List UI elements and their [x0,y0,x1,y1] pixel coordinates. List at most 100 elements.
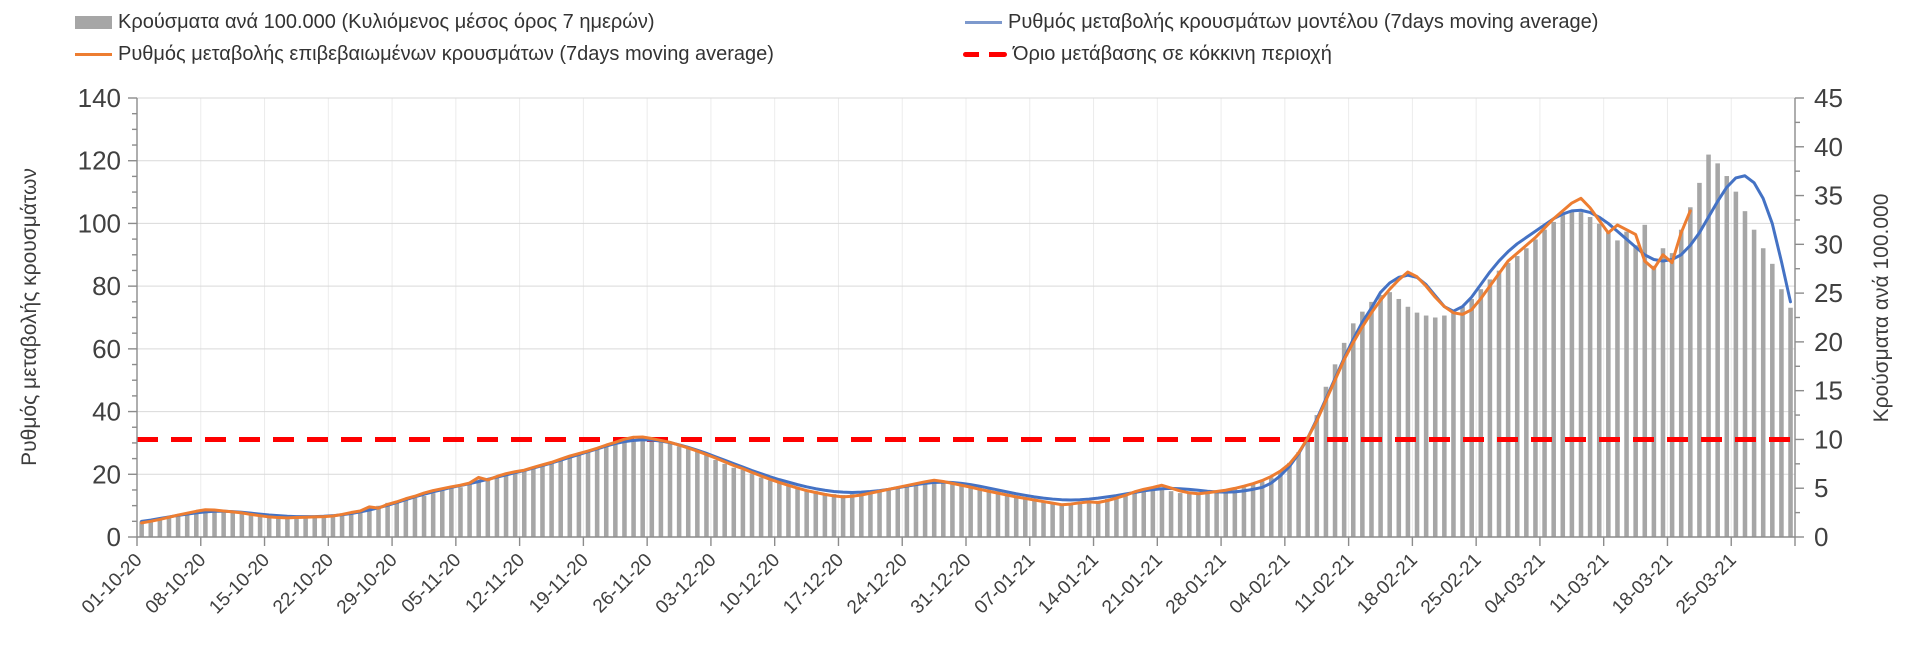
bars-swatch-icon [75,15,112,29]
bar [1505,262,1511,537]
bar [430,493,436,537]
bar [1232,489,1238,537]
threshold-swatch-icon [963,51,1007,57]
bar [1396,298,1402,537]
bar [1350,323,1356,537]
bar [1678,229,1684,537]
x-tick-label: 14-01-21 [1034,550,1103,619]
bar [348,513,354,537]
bar [239,512,245,537]
legend-label-confirmed: Ρυθμός μεταβολής επιβεβαιωμένων κρουσμάτ… [118,42,774,65]
bar [950,483,955,537]
bar [1378,295,1383,537]
bar [1132,492,1137,537]
bar [1004,494,1010,537]
svg-text:120: 120 [78,146,121,176]
bar [148,519,154,537]
bar [1524,248,1529,538]
x-tick-label: 12-11-20 [462,550,530,618]
bar [1059,503,1065,537]
bar [303,517,308,537]
legend-item-confirmed: Ρυθμός μεταβολής επιβεβαιωμένων κρουσμάτ… [75,42,774,66]
bar [403,499,409,537]
bar [285,517,290,537]
bar [622,442,627,537]
bar [1305,436,1310,537]
x-tick-label: 21-01-21 [1098,550,1167,619]
bar [840,495,846,537]
bar [1032,498,1037,537]
bar [685,447,691,537]
x-tick-label: 19-11-20 [525,550,593,618]
bar [476,481,481,537]
bar [740,469,746,537]
bar [1469,298,1474,537]
bar [722,463,727,537]
bar [230,510,236,537]
confirmed-line [140,196,1692,525]
bar [439,490,445,537]
bar [822,493,828,537]
bar [1651,265,1657,537]
axis-tick-labels: 0 20 40 60 80 100 120 140 0 5 10 15 20 25 30 35 40 45 01-1… [78,83,1843,618]
x-tick-label: 28-01-21 [1162,550,1231,619]
bar [175,514,181,537]
bar [221,510,226,537]
bar [1660,248,1666,538]
x-tick-label: 11-02-21 [1291,550,1359,618]
bar [1706,154,1711,537]
bar [695,451,700,537]
bars-series [139,154,1793,538]
legend-item-bars: Κρούσματα ανά 100.000 (Κυλιόμενος μέσος … [75,10,655,34]
x-tick-label: 18-03-21 [1608,550,1677,619]
bar [986,489,992,537]
bar [166,516,172,537]
bar [1615,240,1620,537]
bar [1196,494,1201,537]
bar [1587,217,1593,537]
x-tick-label: 29-10-20 [333,550,402,619]
x-tick-label: 24-12-20 [843,550,912,619]
bar [831,494,837,537]
svg-text:35: 35 [1814,181,1843,211]
x-tick-label: 04-02-21 [1226,550,1295,619]
bar [1159,489,1165,537]
bar [1760,248,1766,538]
gridlines [137,97,1795,537]
bar [977,487,983,537]
bar [777,482,782,537]
bar [859,493,864,537]
bar [731,467,737,537]
bar [257,514,263,537]
bar [1669,253,1675,538]
x-tick-label: 10-12-20 [716,550,785,619]
bar [203,510,208,537]
bar [995,491,1001,537]
bar [813,491,819,537]
x-tick-label: 03-12-20 [652,550,721,619]
bar [1642,224,1648,537]
bar [358,511,363,537]
x-tick-label: 05-11-20 [398,550,466,618]
bar [1086,501,1092,537]
bar [1296,452,1301,537]
bar [1451,312,1456,537]
x-tick-label: 22-10-20 [269,550,338,619]
bar [594,449,600,537]
bar [549,462,554,537]
bar [1405,306,1411,537]
bar [567,457,573,537]
svg-text:20: 20 [92,459,121,489]
bar [1360,311,1365,537]
bar [1514,256,1520,537]
bar [1268,477,1274,537]
bar [667,443,673,537]
bar [1323,386,1329,537]
bar [1496,270,1502,537]
bar [1387,292,1392,537]
bar [1123,495,1128,537]
bar [1114,497,1119,537]
bar [1168,491,1174,537]
